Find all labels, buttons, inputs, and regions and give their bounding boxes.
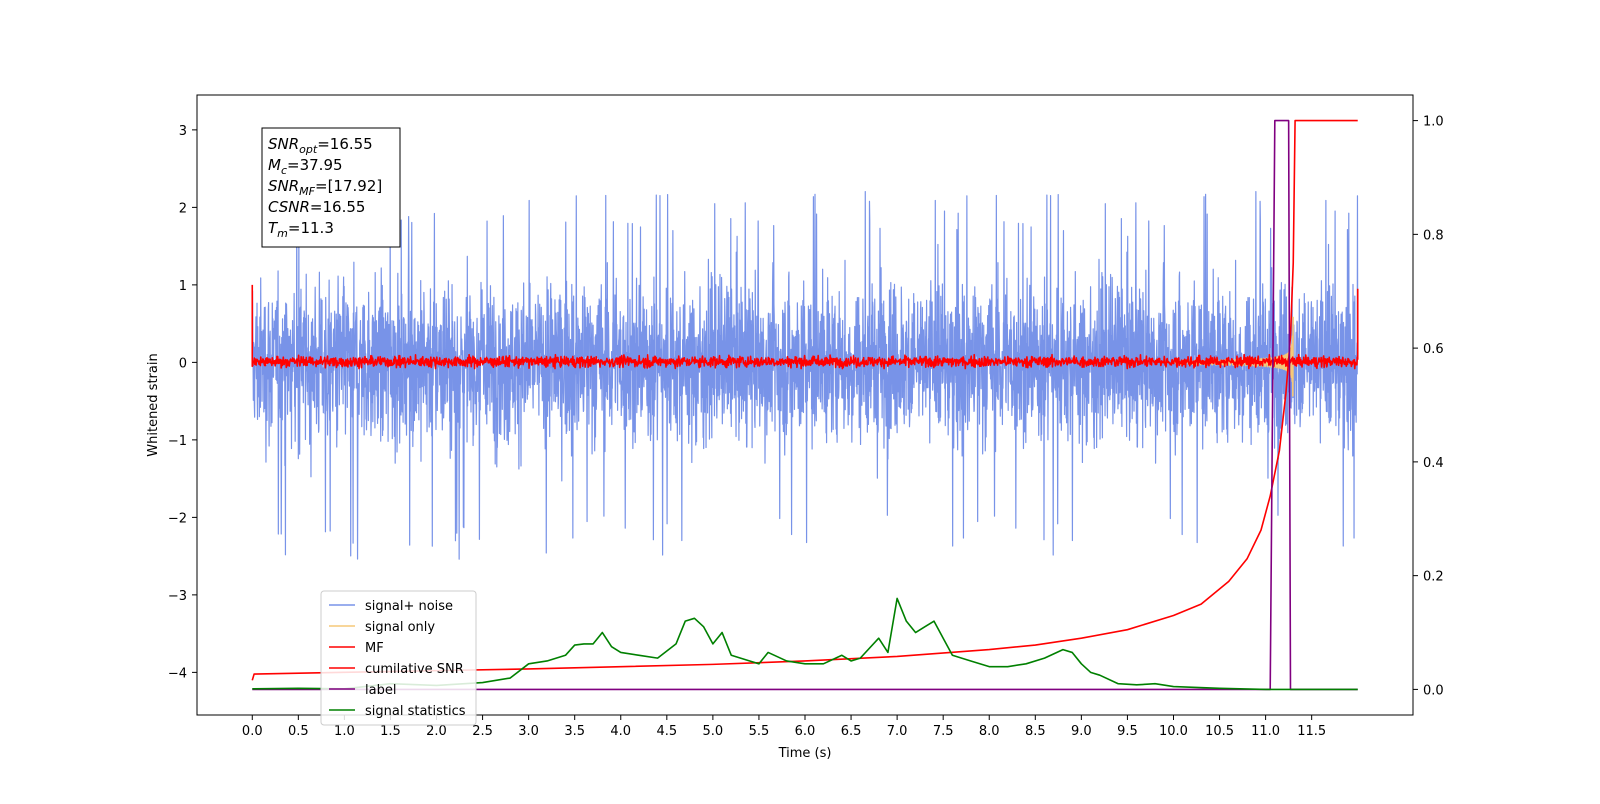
info-box-line: SNRopt=16.55 <box>268 135 373 156</box>
info-box-line: SNRMF=[17.92] <box>268 177 382 198</box>
legend-label: MF <box>365 641 384 656</box>
x-tick-label: 2.5 <box>472 724 493 739</box>
x-tick-label: 2.0 <box>426 724 447 739</box>
y-tick-label: 0 <box>179 356 187 371</box>
y-tick-label: 3 <box>179 124 187 139</box>
x-tick-label: 6.5 <box>841 724 862 739</box>
x-tick-label: 4.0 <box>610 724 631 739</box>
legend-frame <box>320 590 477 726</box>
x-tick-label: 8.0 <box>979 724 1000 739</box>
x-tick-label: 1.0 <box>334 724 355 739</box>
x-tick-label: 6.0 <box>795 724 816 739</box>
right-y-tick-label: 0.4 <box>1423 456 1444 471</box>
x-tick-label: 10.5 <box>1205 724 1234 739</box>
x-tick-label: 3.0 <box>518 724 539 739</box>
series-line-mf <box>251 284 1359 370</box>
x-tick-label: 9.0 <box>1071 724 1092 739</box>
legend-label: signal only <box>365 620 435 635</box>
legend-label: label <box>365 683 396 698</box>
series-line-signal-noise <box>251 188 1359 560</box>
x-tick-label: 0.5 <box>288 724 309 739</box>
x-tick-label: 4.5 <box>656 724 677 739</box>
x-tick-label: 3.5 <box>564 724 585 739</box>
y-axis-label: Whitened strain <box>146 353 161 456</box>
right-y-tick-label: 0.0 <box>1423 683 1444 698</box>
info-box-frame <box>261 127 401 248</box>
x-tick-label: 5.0 <box>703 724 724 739</box>
series-line-signal-statistics <box>252 597 1358 691</box>
legend-label: signal+ noise <box>365 599 453 614</box>
y-axis-ticks: 3 2 1 0 −1 −2 −3 −4 <box>168 124 197 681</box>
y-tick-label: −2 <box>168 511 187 526</box>
x-axis-ticks: 0.0 0.5 1.0 1.5 2.0 2.5 3.0 3.5 4.0 4.5 5.0 5.5 6.0 6… <box>242 715 1326 739</box>
x-tick-label: 11.5 <box>1297 724 1326 739</box>
info-box: SNRopt=16.55Mc=37.95SNRMF=[17.92]CSNR=16… <box>261 127 401 248</box>
x-tick-label: 10.0 <box>1159 724 1188 739</box>
x-tick-label: 11.0 <box>1251 724 1280 739</box>
legend-label: signal statistics <box>365 704 466 719</box>
right-y-axis-ticks: 1.0 0.8 0.6 0.4 0.2 0.0 <box>1413 115 1444 698</box>
x-tick-label: 1.5 <box>380 724 401 739</box>
y-tick-label: −1 <box>168 434 187 449</box>
info-box-line: Tm=11.3 <box>268 219 334 240</box>
y-tick-label: −4 <box>168 666 187 681</box>
legend: signal+ noise signal only MF cumilative SNR… <box>320 590 477 726</box>
x-tick-label: 9.5 <box>1117 724 1138 739</box>
info-box-line: CSNR=16.55 <box>268 198 365 216</box>
x-axis-label: Time (s) <box>778 746 832 761</box>
x-tick-label: 7.5 <box>933 724 954 739</box>
info-box-line: Mc=37.95 <box>268 156 343 177</box>
right-y-tick-label: 1.0 <box>1423 115 1444 130</box>
legend-label: cumilative SNR <box>365 662 464 677</box>
y-tick-label: −3 <box>168 589 187 604</box>
x-tick-label: 0.0 <box>242 724 263 739</box>
series-layer <box>251 119 1359 691</box>
y-tick-label: 1 <box>179 279 187 294</box>
right-y-tick-label: 0.8 <box>1423 228 1444 243</box>
right-y-tick-label: 0.6 <box>1423 342 1444 357</box>
right-y-tick-label: 0.2 <box>1423 570 1444 585</box>
x-tick-label: 5.5 <box>749 724 770 739</box>
x-tick-label: 8.5 <box>1025 724 1046 739</box>
x-tick-label: 7.0 <box>887 724 908 739</box>
y-tick-label: 2 <box>179 201 187 216</box>
